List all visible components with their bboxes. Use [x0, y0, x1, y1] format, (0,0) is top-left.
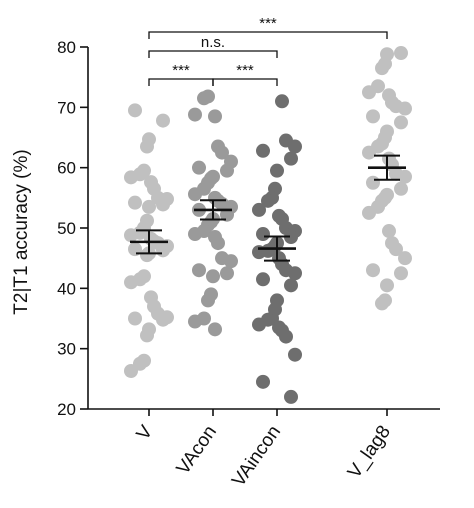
significance-bracket: [148, 31, 388, 39]
x-tick-label-v: V: [133, 422, 158, 445]
data-point: [124, 170, 138, 185]
y-tick-label: 70: [57, 98, 76, 117]
axes: 20 30 40 50 60 70 80 V VAcon VAincon V_lag8: [57, 38, 440, 491]
data-point: [256, 374, 270, 389]
y-tick-label: 80: [57, 38, 76, 57]
y-tick-label: 60: [57, 159, 76, 178]
data-point: [140, 139, 154, 154]
significance-bracket: [212, 78, 278, 86]
data-point: [220, 207, 234, 222]
data-point: [288, 139, 302, 154]
significance-label: n.s.: [201, 34, 225, 51]
y-tick-label: 40: [57, 279, 76, 298]
data-point: [261, 193, 275, 208]
data-point: [394, 266, 408, 281]
data-point: [192, 263, 206, 278]
data-point: [188, 107, 202, 122]
significance-annotations: *** *** n.s. ***: [148, 15, 388, 86]
data-point: [128, 103, 142, 118]
data-point: [252, 317, 266, 332]
data-point: [398, 251, 412, 266]
data-point: [284, 151, 298, 166]
data-point: [394, 115, 408, 130]
data-point: [124, 275, 138, 290]
data-point: [375, 61, 389, 76]
data-point: [215, 145, 229, 160]
data-point: [208, 322, 222, 337]
data-point: [201, 293, 215, 308]
y-axis-label: T2|T1 accuracy (%): [11, 149, 32, 314]
data-point: [288, 266, 302, 281]
data-point: [220, 163, 234, 178]
data-point: [389, 242, 403, 257]
data-point: [197, 91, 211, 106]
data-point: [192, 160, 206, 175]
data-point: [140, 328, 154, 343]
data-point: [140, 248, 154, 263]
significance-label: ***: [259, 15, 277, 32]
significance-label: ***: [236, 62, 254, 79]
data-points: [124, 46, 412, 404]
data-point: [156, 197, 170, 212]
data-point: [362, 145, 376, 160]
data-point: [366, 109, 380, 124]
data-point: [394, 181, 408, 196]
data-point: [398, 169, 412, 184]
data-point: [128, 195, 142, 210]
data-point: [366, 175, 380, 190]
data-point: [188, 227, 202, 242]
data-point: [275, 94, 289, 109]
data-point: [156, 312, 170, 327]
y-tick-label: 50: [57, 219, 76, 238]
data-point: [256, 227, 270, 242]
significance-label: ***: [172, 62, 190, 79]
y-tick-label: 20: [57, 400, 76, 419]
data-point: [270, 163, 284, 178]
data-point: [288, 347, 302, 362]
data-point: [252, 202, 266, 217]
data-point: [256, 272, 270, 287]
data-point: [382, 224, 396, 239]
data-point: [220, 266, 234, 281]
x-tick-label-v_lag8: V_lag8: [344, 422, 395, 483]
data-point: [128, 311, 142, 326]
mean-sem-bars: [130, 154, 406, 262]
data-point: [394, 46, 408, 61]
x-tick-label-vacon: VAcon: [173, 422, 222, 479]
data-point: [211, 236, 225, 251]
data-point: [224, 254, 238, 269]
data-point: [124, 228, 138, 243]
data-point: [206, 269, 220, 284]
x-tick-label-vaincon: VAincon: [228, 422, 285, 491]
data-point: [188, 314, 202, 329]
data-point: [375, 296, 389, 311]
data-point: [188, 187, 202, 202]
data-point: [362, 85, 376, 100]
data-point: [380, 278, 394, 293]
significance-bracket: [148, 50, 278, 58]
data-point: [256, 143, 270, 158]
data-point: [279, 329, 293, 344]
significance-bracket: [148, 78, 214, 86]
data-point: [284, 230, 298, 245]
data-point: [398, 101, 412, 116]
data-point: [208, 109, 222, 124]
data-point: [156, 243, 170, 258]
data-point: [366, 263, 380, 278]
data-point: [284, 278, 298, 293]
data-point: [362, 205, 376, 220]
data-point: [156, 113, 170, 128]
y-tick-label: 30: [57, 340, 76, 359]
data-point: [284, 389, 298, 404]
data-point: [124, 363, 138, 378]
data-point: [142, 199, 156, 214]
